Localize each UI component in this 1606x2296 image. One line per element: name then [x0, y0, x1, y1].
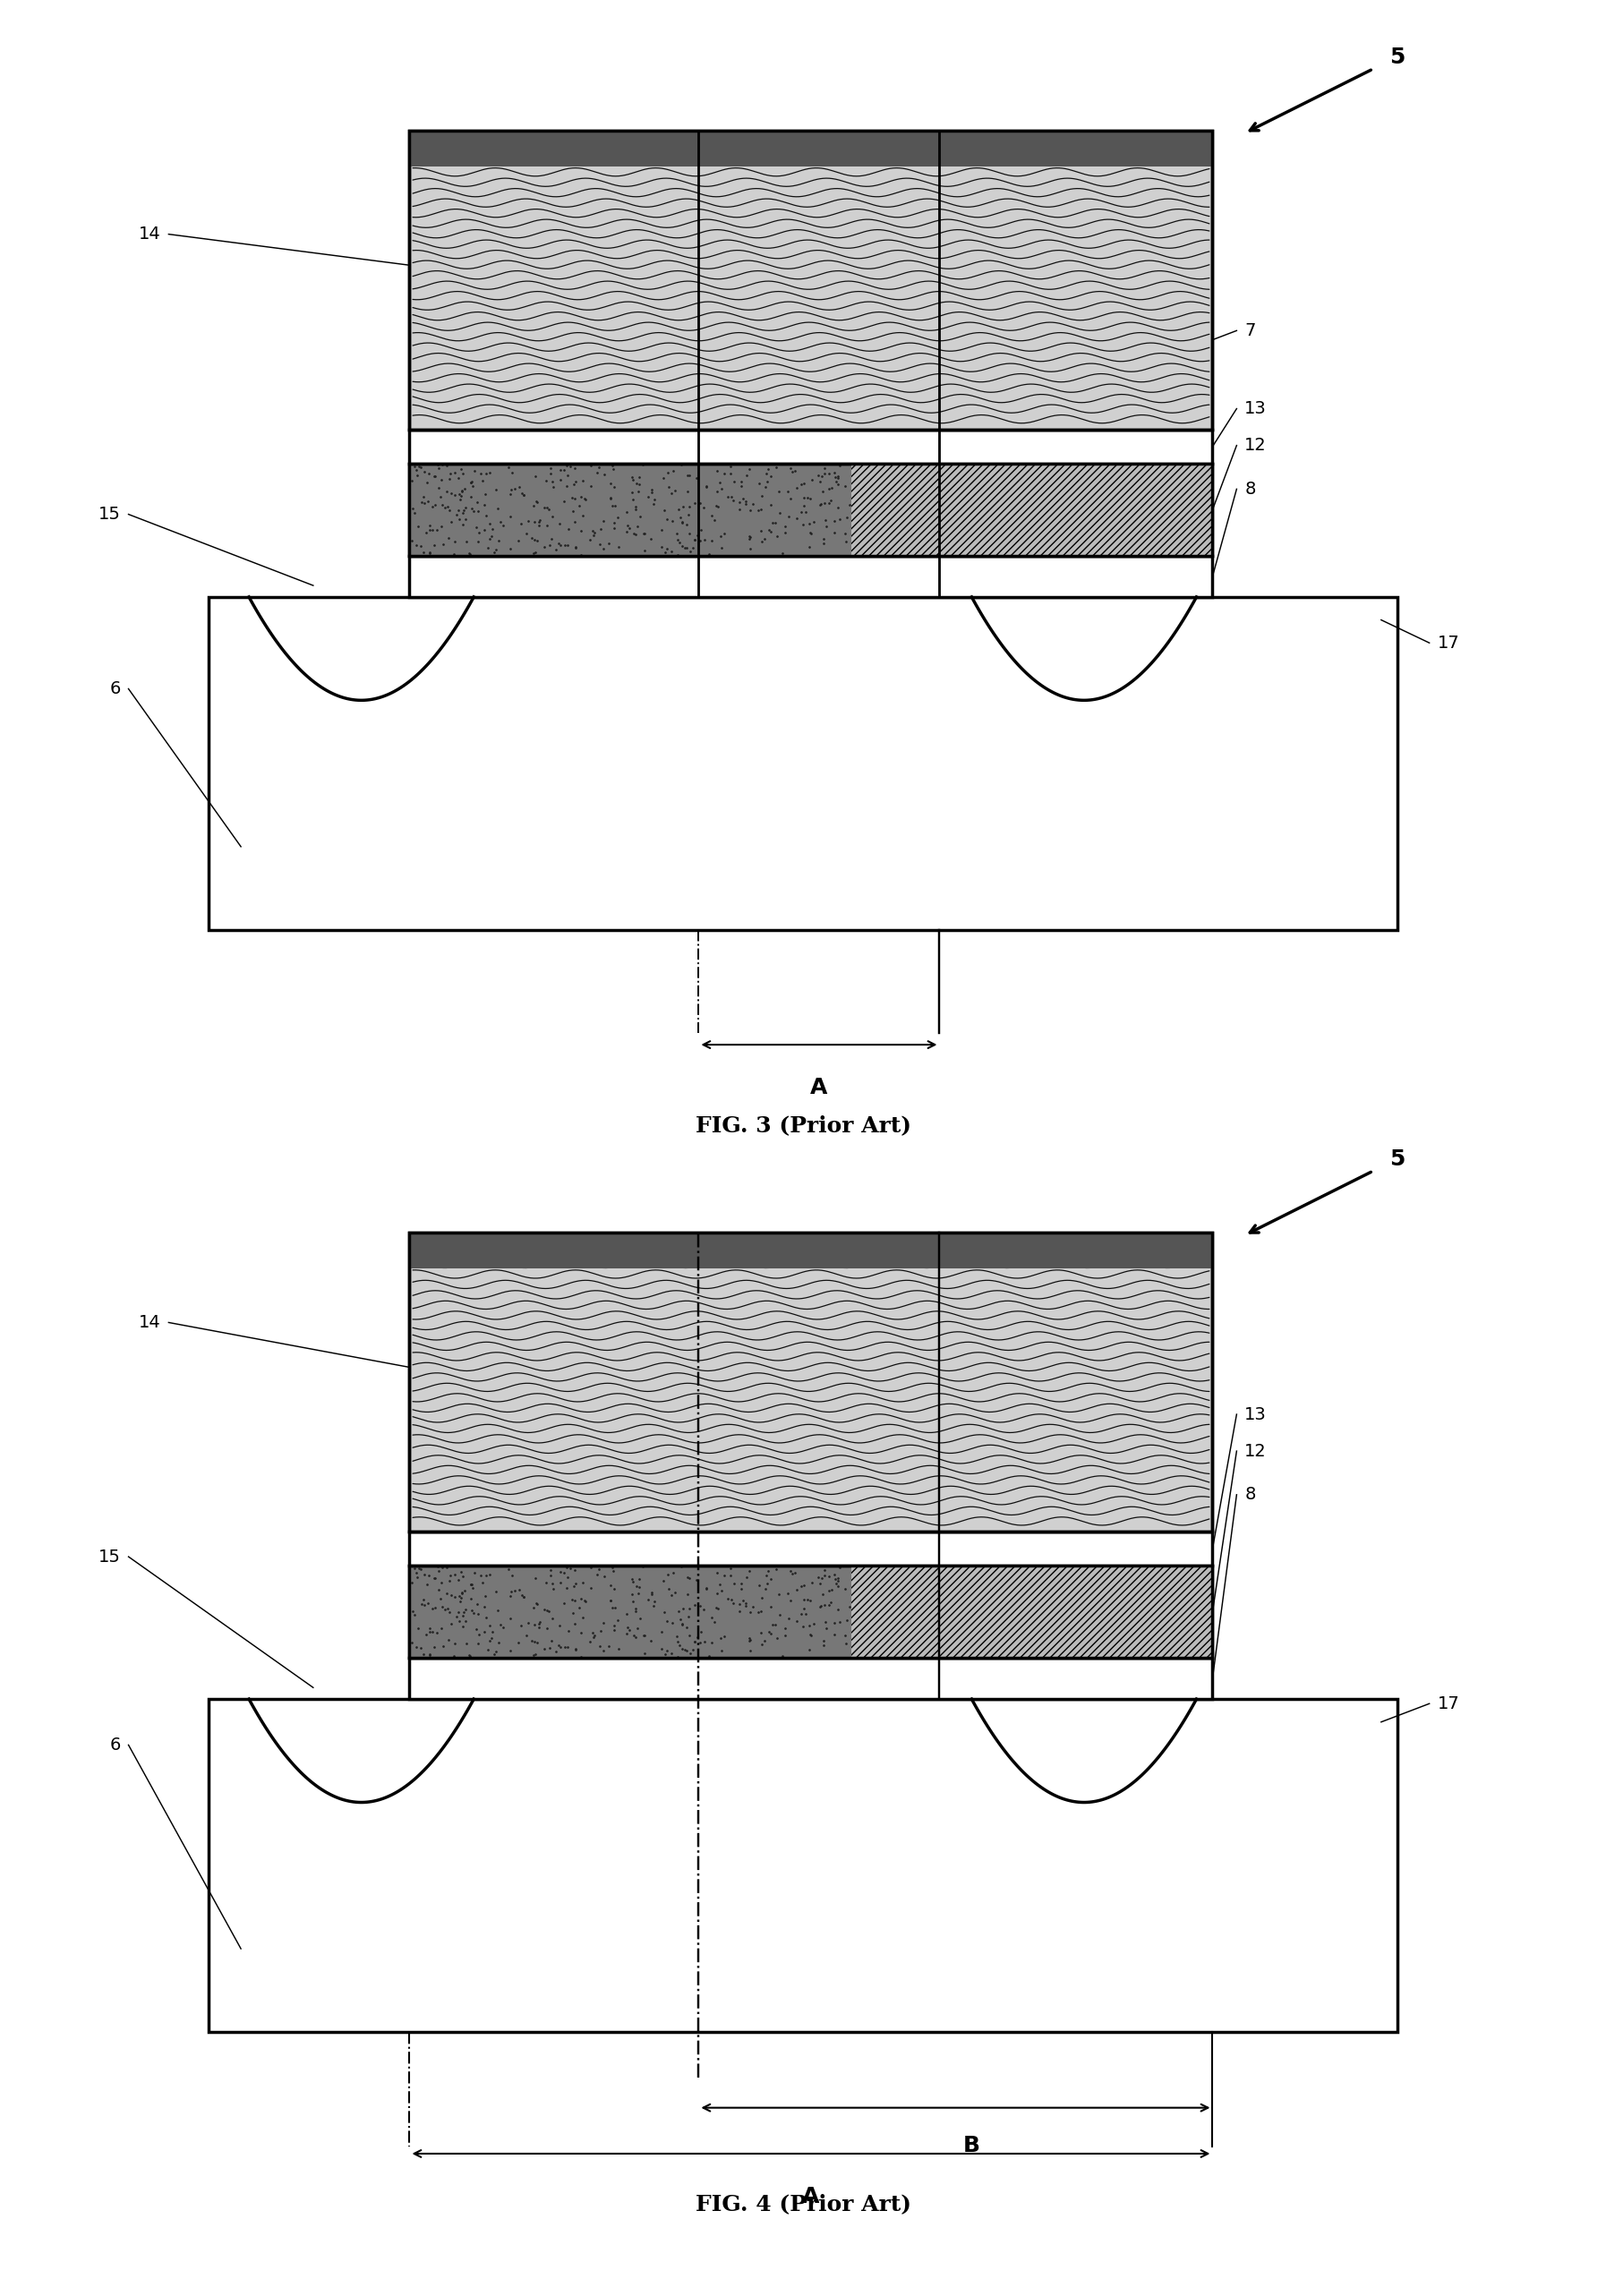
Bar: [209, 597, 1397, 930]
Bar: [851, 464, 1213, 556]
Bar: [410, 1233, 1213, 1531]
Bar: [410, 464, 851, 556]
Text: 13: 13: [1245, 1405, 1267, 1424]
Text: 17: 17: [1437, 1694, 1460, 1713]
Text: 12: 12: [1245, 436, 1267, 455]
Bar: [410, 429, 1213, 464]
Bar: [410, 464, 1213, 556]
Bar: [410, 1531, 1213, 1566]
Text: 6: 6: [109, 1736, 120, 1754]
Bar: [410, 1566, 1213, 1658]
Bar: [410, 1566, 1213, 1658]
Text: A: A: [803, 2186, 819, 2206]
Bar: [410, 131, 1213, 429]
Text: 14: 14: [138, 1313, 161, 1332]
Bar: [410, 1233, 1213, 1531]
Text: FIG. 4 (Prior Art): FIG. 4 (Prior Art): [695, 2193, 911, 2216]
Bar: [851, 1566, 1213, 1658]
Text: 17: 17: [1437, 634, 1460, 652]
Bar: [410, 131, 1213, 429]
Text: 15: 15: [98, 1548, 120, 1566]
Text: 8: 8: [1245, 1486, 1256, 1504]
Text: FIG. 3 (Prior Art): FIG. 3 (Prior Art): [695, 1114, 911, 1137]
Bar: [410, 556, 1213, 597]
Text: A: A: [811, 1077, 827, 1097]
Bar: [209, 1699, 1397, 2032]
Text: B: B: [964, 2135, 980, 2156]
Text: 7: 7: [1245, 321, 1256, 340]
Text: 6: 6: [109, 680, 120, 698]
Text: 12: 12: [1245, 1442, 1267, 1460]
Bar: [410, 1566, 851, 1658]
Bar: [410, 131, 1213, 168]
Text: 14: 14: [138, 225, 161, 243]
Bar: [410, 1658, 1213, 1699]
Bar: [410, 464, 1213, 556]
Text: 13: 13: [1245, 400, 1267, 418]
Text: 8: 8: [1245, 480, 1256, 498]
Text: 15: 15: [98, 505, 120, 523]
Text: 5: 5: [1389, 1148, 1405, 1171]
Bar: [410, 1233, 1213, 1270]
Text: 5: 5: [1389, 46, 1405, 69]
